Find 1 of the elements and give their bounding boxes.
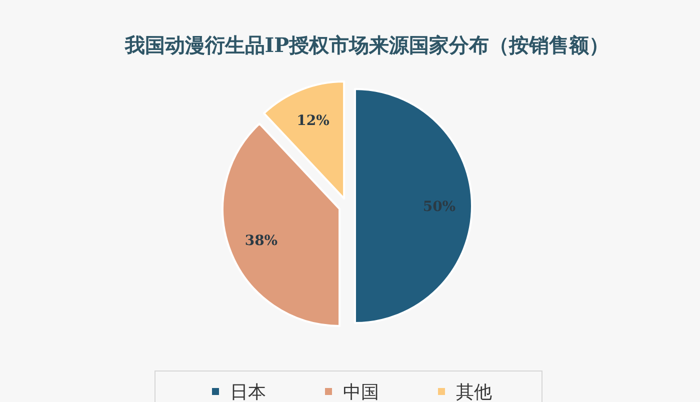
title: 我国动漫衍生品IP授权市场来源国家分布（按销售额） [124, 33, 610, 57]
